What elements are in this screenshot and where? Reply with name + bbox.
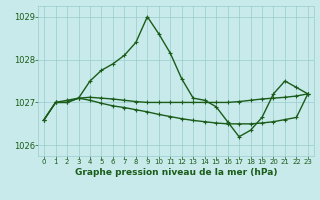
X-axis label: Graphe pression niveau de la mer (hPa): Graphe pression niveau de la mer (hPa) (75, 168, 277, 177)
